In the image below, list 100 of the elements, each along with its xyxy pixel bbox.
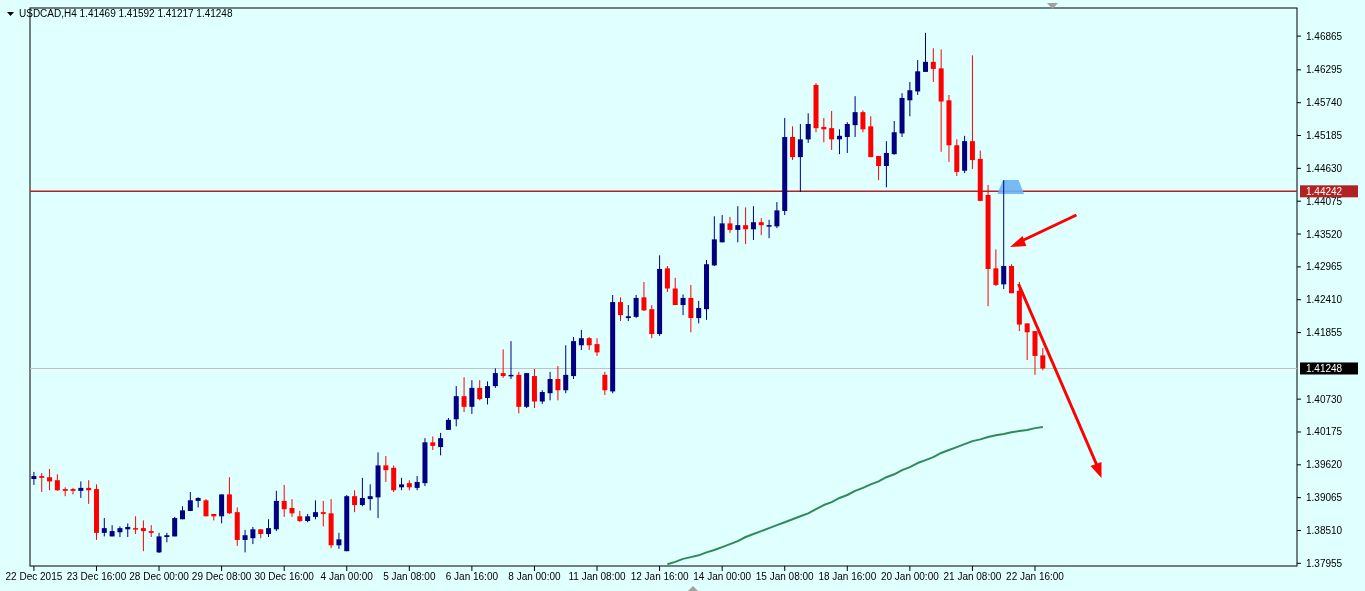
candlestick	[336, 532, 342, 550]
y-tick-label: 1.44630	[1306, 162, 1343, 174]
candlestick	[735, 205, 741, 243]
x-tick-label: 20 Jan 00:00	[880, 571, 940, 582]
x-tick-label: 14 Jan 00:00	[693, 571, 752, 582]
x-tick-label: 12 Jan 16:00	[630, 571, 689, 582]
candlestick	[1040, 347, 1046, 371]
x-tick-label: 11 Jan 08:00	[568, 571, 626, 582]
candlestick	[633, 294, 639, 319]
candlestick	[688, 284, 694, 333]
ref-line-label: 1.44242	[1306, 185, 1343, 197]
y-tick-label: 1.37955	[1306, 557, 1343, 569]
candlestick	[664, 265, 670, 293]
candlestick	[907, 81, 913, 117]
candlestick	[774, 201, 780, 229]
candlestick	[563, 344, 569, 394]
y-tick-label: 1.39065	[1306, 492, 1343, 504]
candlestick	[555, 365, 561, 401]
y-tick-label: 1.41855	[1306, 327, 1343, 339]
y-tick-label: 1.42410	[1306, 294, 1343, 306]
candlestick	[750, 205, 756, 241]
x-tick-label: 8 Jan 00:00	[508, 571, 562, 582]
candlestick	[969, 54, 975, 170]
y-tick-label: 1.43520	[1306, 228, 1343, 240]
candlestick	[641, 281, 647, 312]
candlestick	[31, 471, 37, 486]
candlestick	[438, 432, 444, 456]
candlestick	[602, 371, 608, 396]
x-tick-label: 6 Jan 16:00	[445, 571, 499, 582]
x-tick-label: 28 Dec 00:00	[129, 571, 190, 582]
candlestick	[469, 379, 475, 415]
candlestick	[312, 499, 318, 520]
candlestick	[289, 498, 295, 518]
candlestick	[109, 524, 115, 537]
candlestick	[461, 376, 467, 413]
ref-line-label: 1.41248	[1306, 362, 1343, 374]
y-tick-label: 1.40730	[1306, 393, 1343, 405]
x-tick-label: 23 Dec 16:00	[66, 571, 127, 582]
candlestick	[414, 475, 420, 491]
candlestick	[672, 277, 678, 306]
candlestick	[140, 519, 146, 552]
candlestick	[320, 500, 326, 527]
candlestick	[492, 367, 498, 389]
candlestick	[250, 526, 256, 545]
candlestick	[930, 47, 936, 83]
candlestick	[453, 385, 459, 427]
y-tick-label: 1.44075	[1306, 195, 1343, 207]
candlestick	[281, 484, 287, 518]
x-tick-label: 5 Jan 08:00	[383, 571, 436, 582]
x-tick-label: 22 Jan 16:00	[1006, 571, 1065, 582]
x-tick-label: 15 Jan 08:00	[755, 571, 815, 582]
candlestick	[860, 109, 866, 133]
y-tick-label: 1.38510	[1306, 525, 1343, 536]
x-tick-label: 22 Dec 2015	[5, 571, 63, 582]
candlestick	[891, 120, 897, 156]
candlestick	[1024, 322, 1030, 361]
candlestick	[743, 206, 749, 245]
candlestick	[719, 214, 725, 243]
y-tick-label: 1.45185	[1306, 130, 1343, 142]
candlestick	[617, 296, 623, 322]
x-tick-label: 18 Jan 16:00	[818, 571, 877, 582]
line-series	[666, 425, 1044, 566]
candlestick	[594, 337, 600, 357]
y-tick-label: 1.46865	[1306, 30, 1343, 42]
chart-title: USDCAD,H4 1.41469 1.41592 1.41217 1.41248	[19, 8, 233, 19]
candlestick	[187, 491, 193, 512]
candlestick	[101, 517, 107, 537]
candlestick	[1001, 179, 1007, 290]
candlestick	[790, 125, 796, 161]
candlestick	[915, 59, 921, 96]
candlestick	[39, 472, 45, 493]
x-tick-label: 30 Dec 16:00	[254, 571, 315, 582]
candlestick	[164, 532, 170, 543]
candlestick	[852, 95, 858, 138]
candlestick	[500, 348, 506, 379]
candlestick	[923, 32, 928, 73]
y-tick-label: 1.45740	[1306, 97, 1343, 109]
candlestick	[844, 121, 850, 154]
candlestick	[766, 219, 772, 239]
candlestick	[829, 110, 835, 151]
candlestick	[547, 371, 553, 401]
y-tick-label: 1.46295	[1306, 64, 1343, 76]
candlestick	[883, 140, 889, 188]
candlestick	[578, 329, 584, 351]
candlestick	[117, 525, 123, 538]
x-tick-label: 29 Dec 08:00	[191, 571, 252, 582]
candlestick	[367, 483, 373, 511]
candlestick	[70, 487, 76, 495]
candlestick	[352, 489, 358, 513]
candlestick	[727, 216, 733, 234]
candlestick	[993, 248, 999, 287]
candlestick	[485, 380, 491, 405]
candlestick	[805, 112, 811, 144]
candlestick	[876, 155, 882, 181]
candlestick	[383, 455, 389, 483]
candlestick	[219, 493, 225, 524]
candlestick	[680, 293, 686, 316]
y-tick-label: 1.42965	[1306, 261, 1343, 273]
x-tick-label: 4 Jan 00:00	[320, 571, 374, 582]
candlestick	[156, 532, 162, 554]
